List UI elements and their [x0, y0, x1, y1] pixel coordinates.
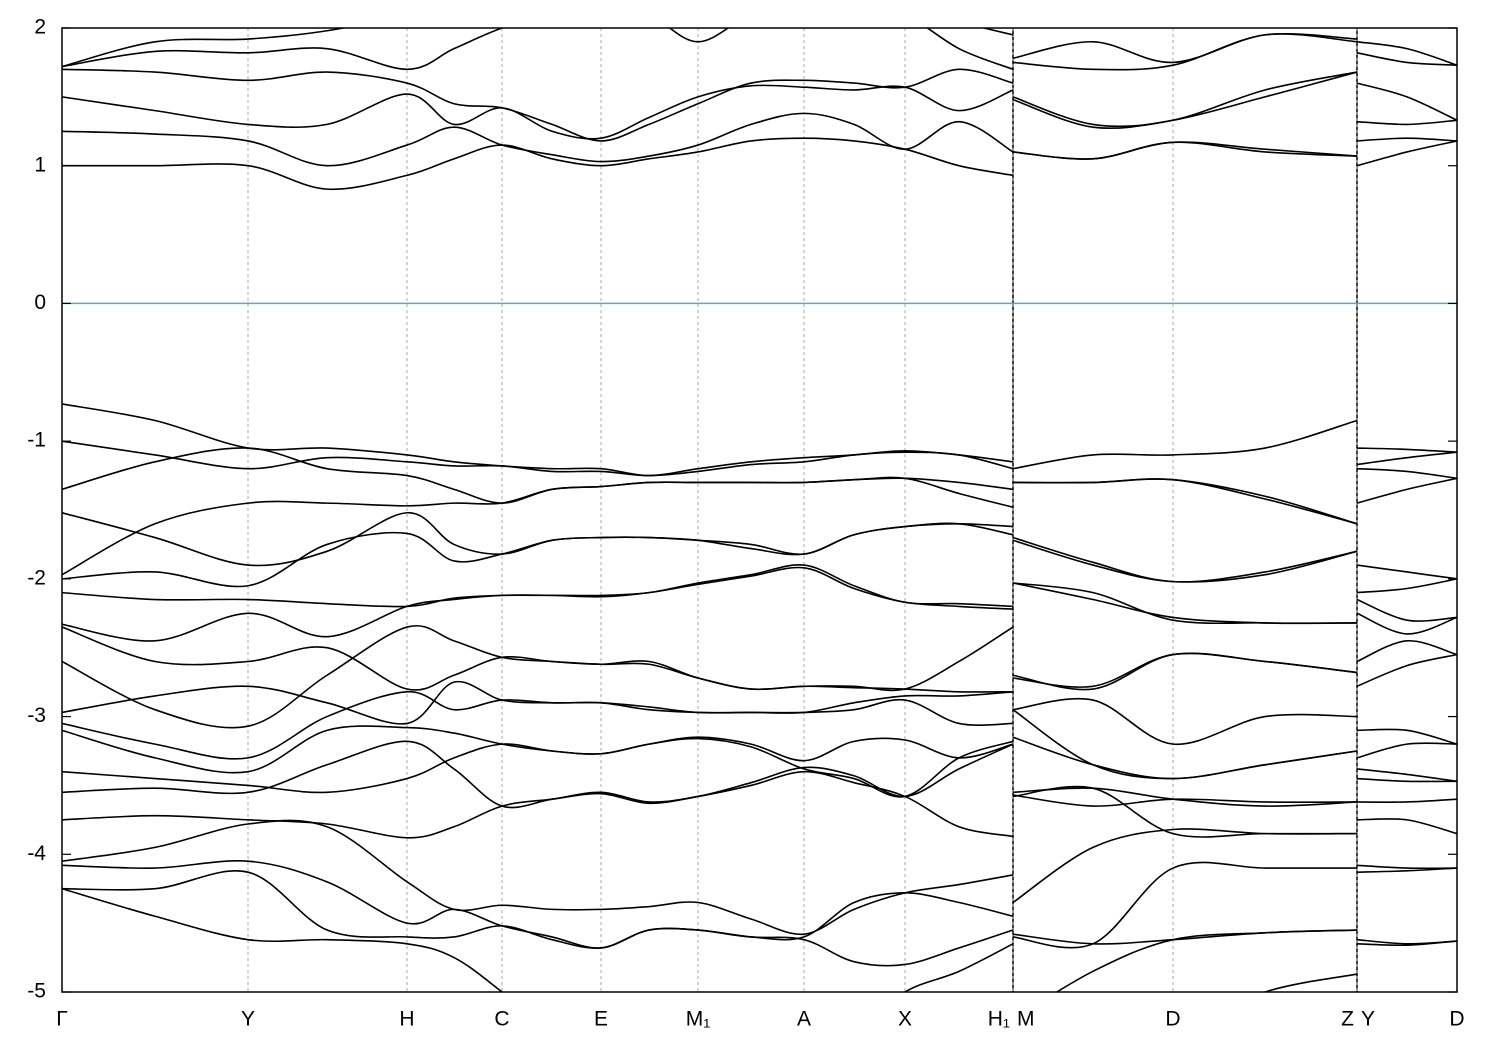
x-tick-label: E [594, 1008, 608, 1031]
x-tick-label: X [898, 1008, 912, 1031]
x-tick-label: M₁ [686, 1008, 711, 1031]
x-tick-label: Z [1341, 1008, 1354, 1031]
plot-frame [61, 27, 1458, 993]
x-tick-label: M [1017, 1008, 1035, 1031]
x-tick-label: Y [241, 1008, 255, 1031]
x-tick-label: D [1165, 1008, 1180, 1031]
band-line [62, 28, 1457, 68]
band-line [62, 564, 1457, 625]
x-tick-label: A [797, 1008, 811, 1031]
x-tick-label: Γ [56, 1008, 68, 1031]
band-line [62, 740, 1457, 809]
band-line [62, 690, 1457, 780]
x-tick-label: C [494, 1008, 509, 1031]
band-line [62, 68, 1457, 142]
y-tick-label: -2 [27, 566, 46, 589]
y-tick-label: 1 [34, 153, 46, 176]
y-tick-label: -3 [27, 704, 46, 727]
y-tick-label: 2 [34, 16, 46, 39]
y-tick-label: -1 [27, 429, 46, 452]
x-tick-label: H₁ [988, 1008, 1010, 1031]
y-tick-label: 0 [34, 291, 46, 314]
bands [62, 28, 1457, 992]
band-line [62, 887, 1457, 992]
x-tick-label: H [399, 1008, 414, 1031]
x-tick-label: D [1449, 1008, 1464, 1031]
band-line [62, 112, 1457, 167]
y-tick-label: -5 [27, 980, 46, 1003]
band-line [62, 476, 1457, 583]
band-line [62, 624, 1457, 745]
x-tick-label: Y [1361, 1008, 1375, 1031]
y-tick-label: -4 [27, 842, 46, 865]
